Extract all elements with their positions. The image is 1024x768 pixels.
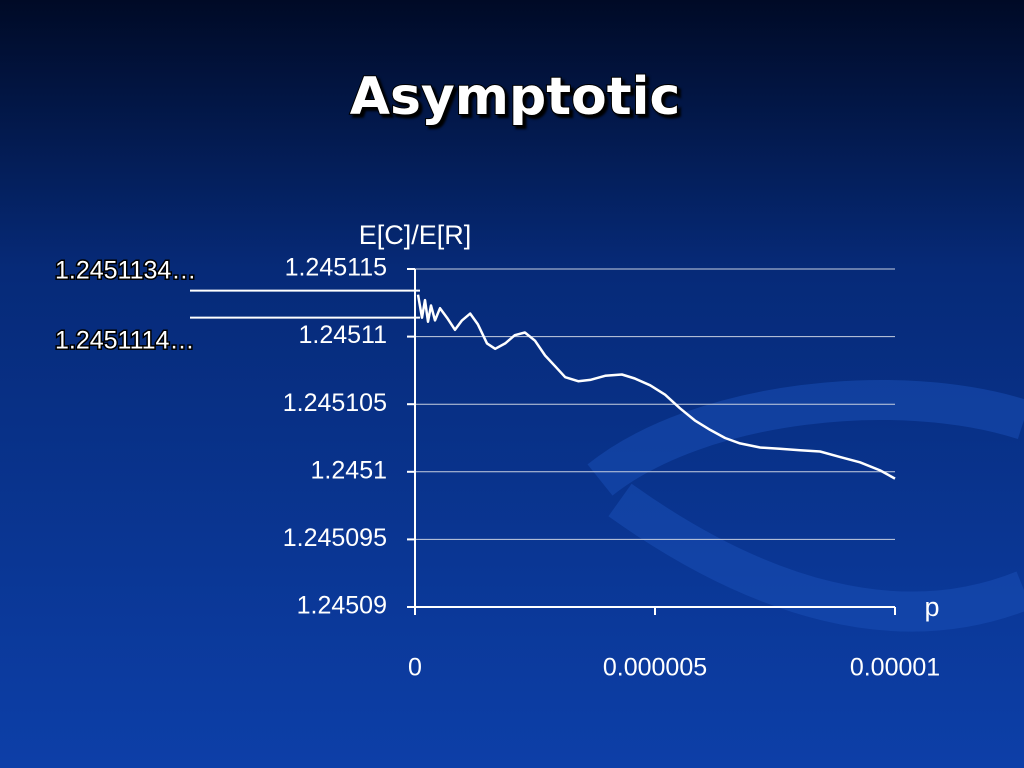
y-axis-label: E[C]/E[R] <box>359 220 472 250</box>
y-tick-label: 1.2451 <box>311 456 387 484</box>
x-axis-label: p <box>924 592 939 622</box>
x-tick-label: 0.00001 <box>850 654 940 682</box>
x-tick-label: 0 <box>408 654 422 682</box>
y-tick-label: 1.24511 <box>298 321 387 349</box>
slide-title: Asymptotic <box>350 67 681 127</box>
reference-label: 1.2451114… <box>55 327 194 355</box>
decoration <box>587 380 1024 632</box>
y-tick-label: 1.245115 <box>285 254 387 282</box>
y-tick-label: 1.245105 <box>283 389 387 417</box>
y-tick-label: 1.24509 <box>297 592 387 620</box>
reference-label: 1.2451134… <box>55 257 196 285</box>
data-line <box>416 294 896 480</box>
x-tick-label: 0.000005 <box>603 654 707 682</box>
y-tick-label: 1.245095 <box>283 524 387 552</box>
